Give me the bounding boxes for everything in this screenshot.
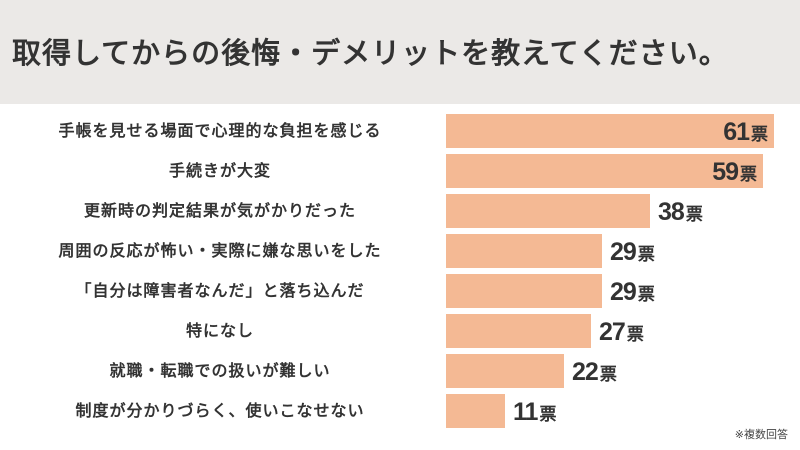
value-label: 11 票 bbox=[513, 394, 556, 428]
bar bbox=[446, 394, 505, 428]
chart-row: 特になし 27 票 bbox=[0, 314, 800, 348]
chart-row: 「自分は障害者なんだ」と落ち込んだ 29 票 bbox=[0, 274, 800, 308]
chart-row: 就職・転職での扱いが難しい 22 票 bbox=[0, 354, 800, 388]
bar bbox=[446, 154, 763, 188]
value-number: 38 bbox=[658, 198, 685, 226]
value-label: 22 票 bbox=[572, 354, 617, 388]
chart-row: 更新時の判定結果が気がかりだった 38 票 bbox=[0, 194, 800, 228]
value-unit: 票 bbox=[626, 325, 644, 344]
value-label: 29 票 bbox=[610, 234, 655, 268]
bar bbox=[446, 314, 591, 348]
category-label: 手帳を見せる場面で心理的な負担を感じる bbox=[58, 121, 382, 140]
value-label: 61 票 bbox=[723, 114, 768, 148]
value-label: 27 票 bbox=[599, 314, 644, 348]
value-number: 27 bbox=[599, 318, 626, 346]
value-unit: 票 bbox=[599, 365, 617, 384]
page-title: 取得してからの後悔・デメリットを教えてください。 bbox=[12, 36, 729, 70]
bar bbox=[446, 274, 602, 308]
category-label: 「自分は障害者なんだ」と落ち込んだ bbox=[75, 281, 365, 300]
value-unit: 票 bbox=[539, 405, 557, 424]
chart-row: 手帳を見せる場面で心理的な負担を感じる 61 票 bbox=[0, 114, 800, 148]
category-label: 更新時の判定結果が気がかりだった bbox=[83, 201, 356, 220]
value-number: 29 bbox=[610, 278, 637, 306]
category-label: 特になし bbox=[185, 321, 254, 340]
value-unit: 票 bbox=[740, 165, 757, 184]
value-unit: 票 bbox=[637, 285, 655, 304]
bar bbox=[446, 114, 774, 148]
bar bbox=[446, 354, 564, 388]
value-label: 29 票 bbox=[610, 274, 655, 308]
chart-row: 周囲の反応が怖い・実際に嫌な思いをした 29 票 bbox=[0, 234, 800, 268]
value-number: 11 bbox=[513, 398, 538, 426]
value-label: 59 票 bbox=[712, 154, 757, 188]
value-unit: 票 bbox=[685, 205, 703, 224]
header-band: 取得してからの後悔・デメリットを教えてください。 bbox=[0, 0, 800, 104]
value-label: 38 票 bbox=[658, 194, 703, 228]
footnote: ※複数回答 bbox=[734, 428, 788, 441]
bar bbox=[446, 234, 602, 268]
category-label: 周囲の反応が怖い・実際に嫌な思いをした bbox=[58, 241, 382, 260]
chart-row: 制度が分かりづらく、使いこなせない 11 票 bbox=[0, 394, 800, 428]
category-label: 就職・転職での扱いが難しい bbox=[109, 361, 331, 380]
chart-row: 手続きが大変 59 票 bbox=[0, 154, 800, 188]
value-unit: 票 bbox=[751, 125, 768, 144]
value-number: 29 bbox=[610, 238, 637, 266]
category-label: 手続きが大変 bbox=[168, 161, 271, 180]
value-unit: 票 bbox=[637, 245, 655, 264]
value-number: 59 bbox=[712, 158, 739, 186]
value-number: 22 bbox=[572, 358, 599, 386]
bar bbox=[446, 194, 650, 228]
value-number: 61 bbox=[723, 118, 750, 146]
category-label: 制度が分かりづらく、使いこなせない bbox=[75, 401, 365, 420]
